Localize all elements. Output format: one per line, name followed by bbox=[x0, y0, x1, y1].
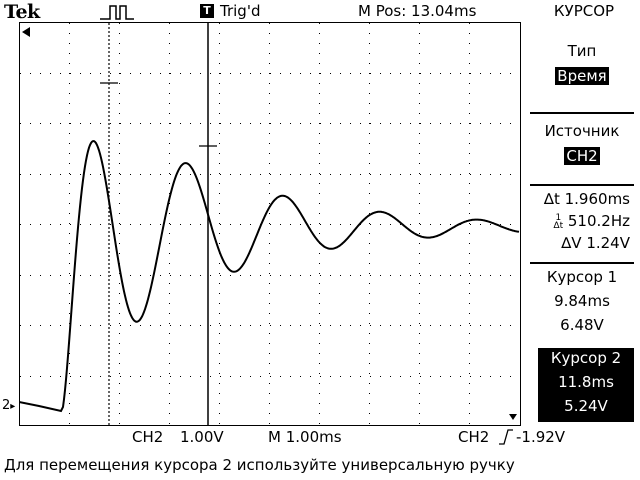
cursor-2-voltage: 5.24V bbox=[538, 397, 634, 415]
source-label: Источник bbox=[524, 122, 640, 140]
channel-scale: 1.00V bbox=[180, 428, 224, 446]
cursor-side-menu: Тип Время Источник CH2 ∆t 1.960ms 1 ∆t 51… bbox=[524, 22, 640, 426]
acquisition-pulse-icon bbox=[100, 3, 134, 21]
trigger-marker-icon: T bbox=[200, 4, 214, 18]
cursor-1-button[interactable]: Курсор 1 9.84ms 6.48V bbox=[524, 266, 640, 342]
rising-edge-icon bbox=[498, 429, 514, 445]
cursor-1-time: 9.84ms bbox=[524, 292, 640, 310]
type-button[interactable]: Время bbox=[524, 66, 640, 86]
trigger-status: Trig'd bbox=[220, 2, 260, 20]
main-position-readout: M Pos: 13.04ms bbox=[358, 2, 476, 20]
brand-logo: Tek bbox=[4, 1, 40, 23]
type-value: Время bbox=[555, 67, 608, 85]
inverse-delta-t-icon: 1 ∆t bbox=[554, 214, 564, 230]
help-message: Для перемещения курсора 2 используйте ун… bbox=[4, 456, 515, 474]
timebase-readout: M 1.00ms bbox=[268, 428, 342, 446]
inverse-delta-t-value: 510.2Hz bbox=[568, 212, 630, 230]
delta-v-icon: ∆V bbox=[561, 234, 581, 252]
waveform-display bbox=[19, 22, 521, 426]
trigger-level: -1.92V bbox=[516, 428, 565, 446]
cursor-2-label: Курсор 2 bbox=[538, 349, 634, 367]
inverse-delta-t-readout: 1 ∆t 510.2Hz bbox=[554, 212, 630, 230]
delta-t-value: 1.960ms bbox=[565, 190, 630, 208]
source-button[interactable]: CH2 bbox=[524, 146, 640, 166]
status-bar: Tek T Trig'd M Pos: 13.04ms КУРСОР bbox=[0, 0, 640, 24]
cursor-2-time: 11.8ms bbox=[538, 373, 634, 391]
delta-v-value: 1.24V bbox=[586, 234, 630, 252]
source-value: CH2 bbox=[564, 147, 599, 165]
cursor-1-voltage: 6.48V bbox=[524, 316, 640, 334]
settings-bar: CH2 1.00V M 1.00ms CH2 -1.92V bbox=[0, 426, 640, 450]
menu-divider bbox=[530, 262, 634, 264]
delta-t-readout: ∆t 1.960ms bbox=[544, 190, 630, 208]
cursor-1-label: Курсор 1 bbox=[524, 268, 640, 286]
menu-divider bbox=[530, 112, 634, 114]
trigger-source: CH2 bbox=[458, 428, 489, 446]
delta-t-icon: ∆t bbox=[544, 190, 560, 208]
channel-label: CH2 bbox=[132, 428, 163, 446]
type-label: Тип bbox=[524, 42, 640, 60]
delta-v-readout: ∆V 1.24V bbox=[561, 234, 630, 252]
menu-title: КУРСОР bbox=[534, 2, 634, 20]
ch2-ground-marker: 2▸ bbox=[2, 398, 15, 413]
ground-arrow-icon: ▸ bbox=[10, 401, 15, 412]
menu-divider bbox=[530, 184, 634, 186]
